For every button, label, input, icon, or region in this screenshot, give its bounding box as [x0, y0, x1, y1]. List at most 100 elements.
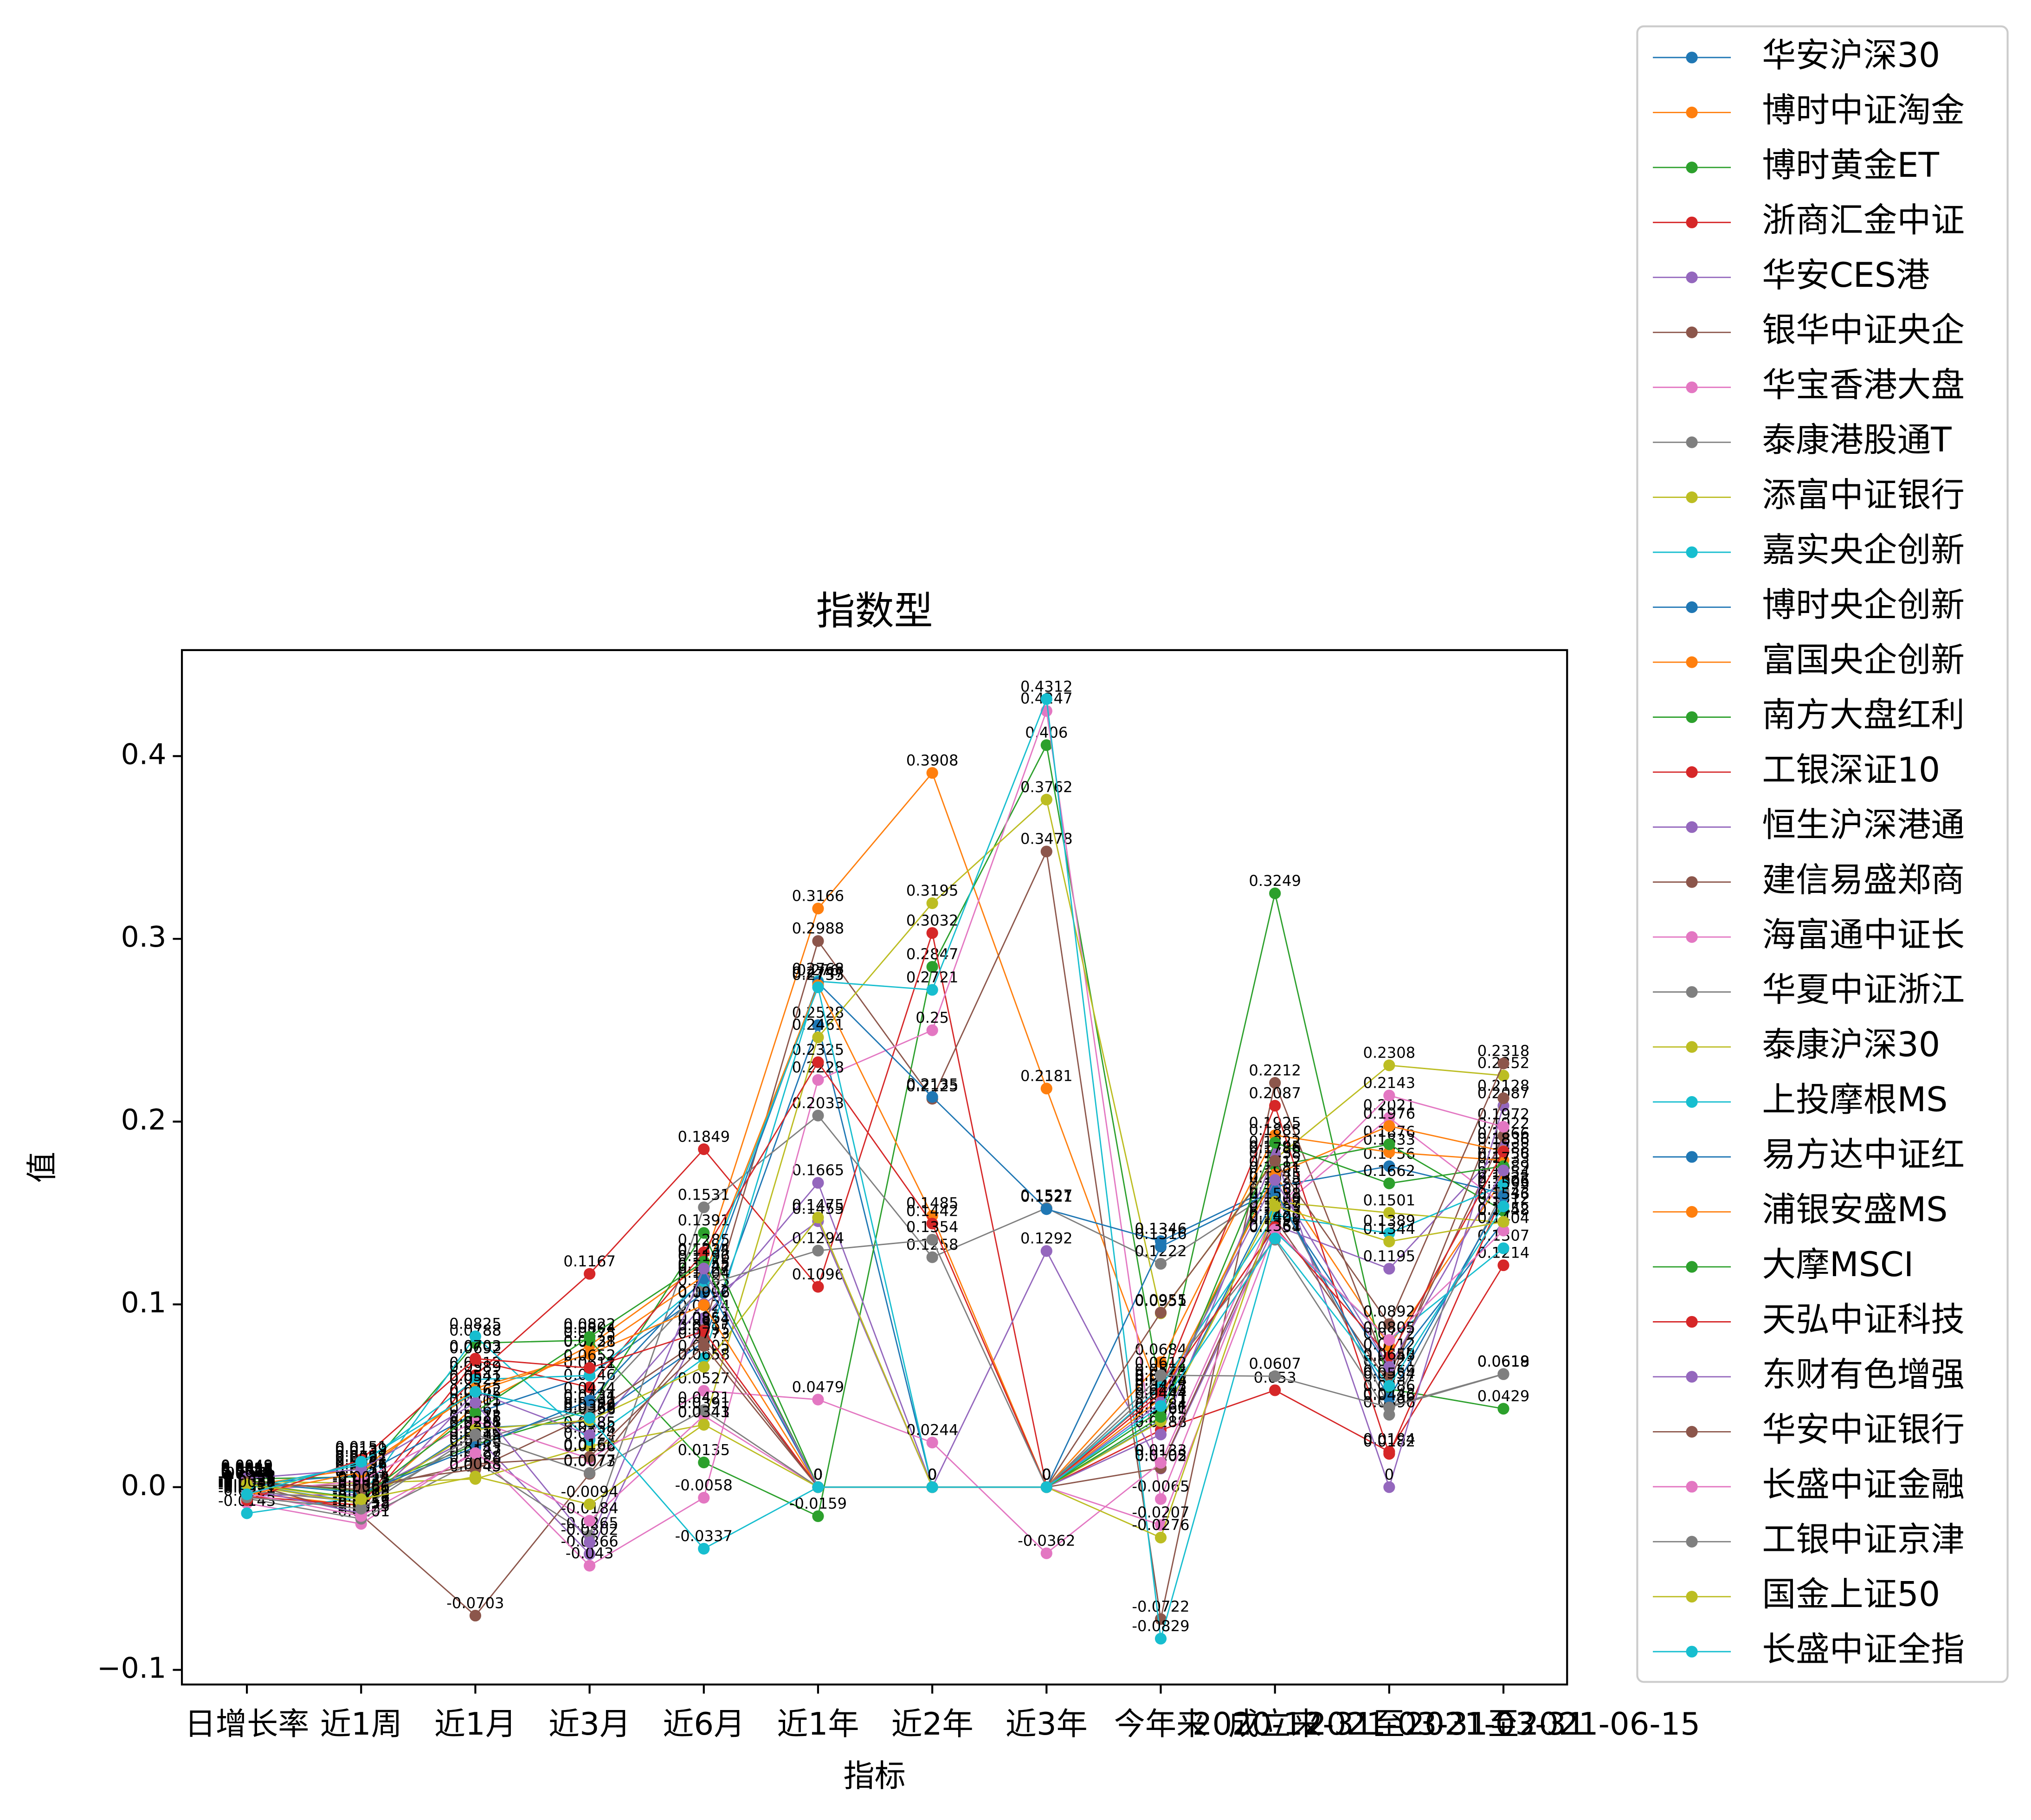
- data-point: [812, 1031, 824, 1044]
- legend-label: 浙商汇金中证: [1762, 200, 1965, 240]
- data-point: [1154, 1258, 1167, 1270]
- data-label: 0.1849: [677, 1128, 730, 1145]
- data-point: [241, 1488, 253, 1500]
- data-point: [1497, 1121, 1509, 1133]
- data-point: [1383, 1160, 1395, 1172]
- data-label: 0.0951: [1135, 1292, 1187, 1310]
- data-label: 0.0522: [449, 1370, 502, 1388]
- data-label: 0: [1042, 1465, 1051, 1483]
- data-point: [698, 1352, 710, 1364]
- data-point: [926, 1024, 938, 1036]
- data-point: [1269, 887, 1281, 899]
- series-line: [246, 1095, 1504, 1555]
- data-label: 0: [813, 1465, 823, 1483]
- legend-label: 南方大盘红利: [1762, 695, 1965, 735]
- data-label: 0.2735: [792, 966, 845, 983]
- data-label: 0.2325: [792, 1041, 845, 1058]
- legend-marker: [1686, 271, 1698, 284]
- data-label: 0.1167: [563, 1252, 616, 1270]
- series-line: [247, 743, 1504, 1517]
- data-point: [698, 1246, 710, 1259]
- data-label: 0.0045: [221, 1458, 273, 1475]
- legend-marker: [1686, 326, 1698, 338]
- data-point: [698, 1456, 710, 1469]
- data-point: [469, 1415, 482, 1427]
- data-point: [812, 1481, 824, 1493]
- data-point: [241, 1478, 253, 1491]
- data-label: 0.2988: [792, 920, 845, 937]
- legend-label: 华宝香港大盘: [1762, 366, 1965, 405]
- series-line: [246, 985, 1504, 1490]
- data-label: 0: [928, 1465, 937, 1483]
- data-label: 0.1925: [1249, 1114, 1301, 1131]
- data-point: [812, 1212, 824, 1224]
- data-point: [812, 1177, 824, 1189]
- data-label: 0.1838: [1477, 1130, 1530, 1148]
- data-label: 0.0049: [221, 1457, 273, 1474]
- data-point: [1154, 1369, 1167, 1381]
- data-point: [1383, 1448, 1395, 1460]
- data-label: -0.0276: [1132, 1516, 1189, 1534]
- legend-marker: [1686, 1096, 1698, 1108]
- data-label: 0.1836: [1477, 1130, 1530, 1148]
- data-label: 0.1346: [1135, 1220, 1187, 1237]
- data-label: 0.0474: [563, 1379, 616, 1397]
- data-point: [812, 1394, 824, 1406]
- data-label: 0.0244: [906, 1421, 959, 1439]
- series-line: [246, 771, 1504, 1507]
- data-point: [1497, 1216, 1509, 1228]
- legend-marker: [1686, 491, 1698, 503]
- data-label: 0.1234: [677, 1240, 730, 1258]
- legend-marker: [1686, 1591, 1698, 1603]
- data-point: [812, 981, 824, 994]
- data-label: 0.1285: [677, 1231, 730, 1248]
- data-point: [584, 1412, 596, 1424]
- data-label: 0: [813, 1465, 823, 1483]
- data-label: -0.0362: [1018, 1532, 1075, 1549]
- data-label: 0.1292: [1020, 1230, 1073, 1247]
- data-label: 0.1527: [1020, 1187, 1073, 1204]
- legend-marker: [1686, 1206, 1698, 1218]
- data-label: 0.0343: [677, 1403, 730, 1420]
- data-point: [1497, 1179, 1509, 1191]
- data-label: 0: [1042, 1465, 1051, 1483]
- legend-label: 长盛中证全指: [1762, 1630, 1965, 1669]
- legend-label: 银华中证央企: [1762, 310, 1965, 350]
- data-point: [469, 1330, 482, 1342]
- data-point: [1154, 1633, 1167, 1645]
- data-label: 0.0703: [449, 1337, 502, 1355]
- data-point: [584, 1381, 596, 1394]
- data-label: 0.0151: [335, 1438, 387, 1456]
- series-line: [246, 1105, 1504, 1514]
- legend-label: 泰康港股通T: [1762, 420, 1952, 460]
- data-point: [1269, 1209, 1281, 1221]
- series-line: [246, 1061, 1504, 1506]
- x-tick-label: 近1年: [777, 1706, 859, 1742]
- data-point: [584, 1362, 596, 1374]
- data-point: [698, 1143, 710, 1155]
- data-label: 0.1196: [677, 1247, 730, 1265]
- plot-area: 0.0012-0.00850.03220.03580.07950.2528000…: [218, 678, 1529, 1645]
- series-line: [246, 1190, 1504, 1503]
- data-point: [1383, 1177, 1395, 1189]
- data-label: 0.0652: [563, 1347, 616, 1364]
- data-point: [1497, 1259, 1509, 1271]
- x-tick-label: 近3月: [548, 1706, 631, 1742]
- data-point: [469, 1428, 482, 1440]
- data-label: 0.2033: [792, 1094, 845, 1112]
- data-label: 0: [1385, 1465, 1394, 1483]
- data-label: 0.0825: [449, 1315, 502, 1333]
- data-point: [926, 927, 938, 939]
- data-point: [1497, 1092, 1509, 1104]
- data-label: -0.0703: [446, 1594, 504, 1612]
- legend-marker: [1686, 161, 1698, 174]
- data-point: [1383, 1334, 1395, 1346]
- data-point: [584, 1515, 596, 1527]
- data-label: 0.0288: [449, 1413, 502, 1431]
- data-label: 0.1391: [677, 1212, 730, 1229]
- data-label: 0.2318: [1477, 1042, 1530, 1060]
- data-label: 0.1538: [1249, 1185, 1301, 1202]
- legend-label: 浦银安盛MS: [1762, 1190, 1947, 1230]
